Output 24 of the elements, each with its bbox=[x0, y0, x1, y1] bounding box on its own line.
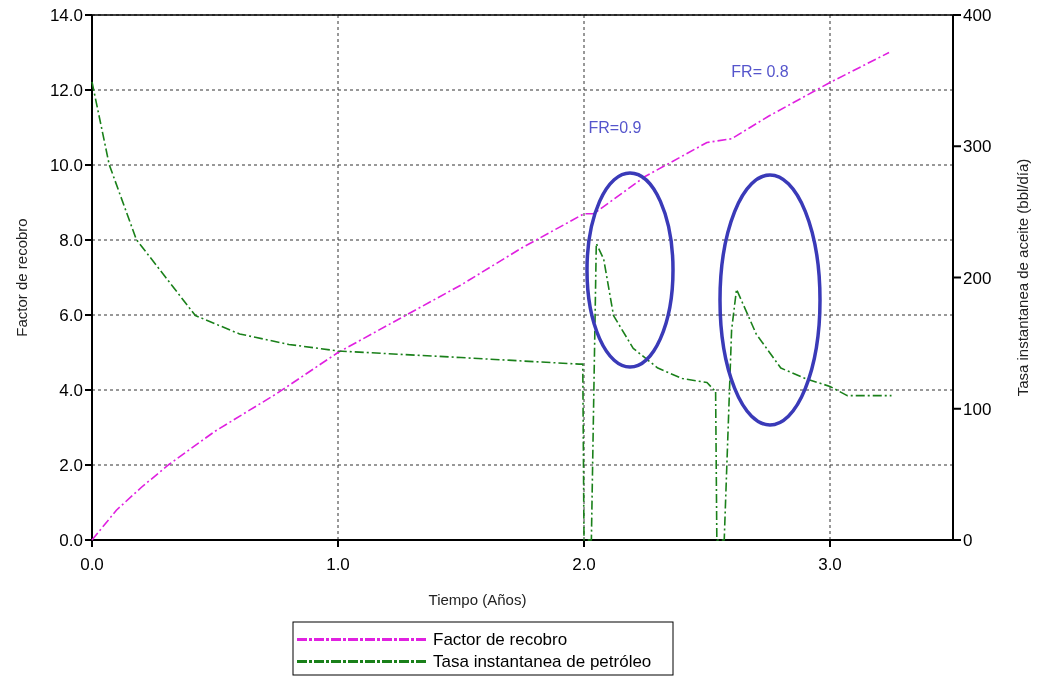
x-tick-label: 0.0 bbox=[80, 555, 104, 574]
y-tick-label: 2.0 bbox=[59, 456, 83, 475]
y-tick-label: 8.0 bbox=[59, 231, 83, 250]
y-tick-label: 4.0 bbox=[59, 381, 83, 400]
legend-label: Tasa instantanea de petróleo bbox=[433, 652, 652, 671]
x-tick-label: 1.0 bbox=[326, 555, 350, 574]
x-tick-label: 2.0 bbox=[572, 555, 596, 574]
y2-tick-label: 100 bbox=[963, 399, 992, 419]
y-tick-label: 0.0 bbox=[59, 531, 83, 550]
y-tick-label: 12.0 bbox=[49, 81, 83, 100]
annotation: FR= 0.8 bbox=[731, 63, 789, 80]
y2-tick-label: 0 bbox=[963, 531, 973, 550]
annotation: FR=0.9 bbox=[588, 119, 642, 136]
y-axis-title: Factor de recobro bbox=[13, 218, 30, 337]
y2-tick-label: 200 bbox=[963, 268, 992, 288]
y-tick-label: 14.0 bbox=[49, 6, 83, 25]
y-tick-label: 10.0 bbox=[49, 156, 83, 175]
y2-tick-label: 300 bbox=[963, 137, 992, 157]
y-tick-label: 6.0 bbox=[59, 306, 83, 325]
y2-axis-title: Tasa instantanea de aceite (bbl/día) bbox=[1014, 158, 1031, 397]
x-tick-label: 3.0 bbox=[818, 555, 842, 574]
y2-tick-label: 400 bbox=[963, 6, 992, 25]
x-axis-title: Tiempo (Años) bbox=[428, 591, 527, 608]
legend-label: Factor de recobro bbox=[433, 630, 568, 649]
